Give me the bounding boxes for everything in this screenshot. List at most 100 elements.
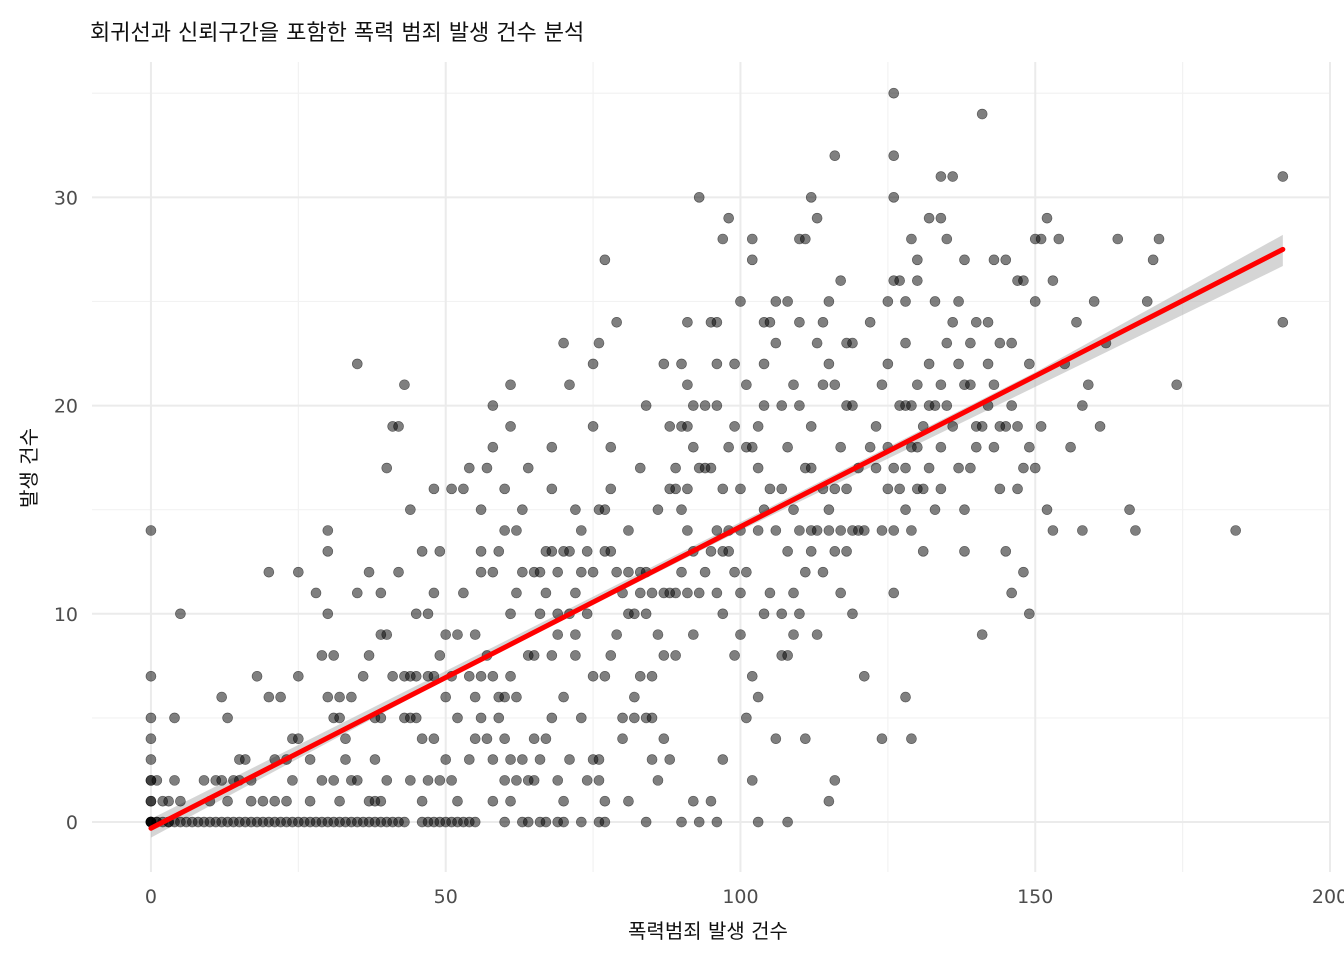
data-point	[640, 608, 652, 620]
data-point	[1141, 296, 1153, 307]
data-point	[145, 525, 157, 536]
data-point	[1012, 483, 1023, 495]
data-point	[912, 254, 923, 266]
data-point	[723, 212, 734, 224]
data-point	[493, 712, 505, 724]
data-point	[935, 483, 947, 495]
data-point	[440, 691, 452, 703]
data-point	[1006, 337, 1017, 349]
data-point	[682, 587, 693, 599]
data-point	[351, 587, 363, 599]
data-point	[858, 525, 870, 536]
data-point	[717, 233, 729, 245]
chart-title: 회귀선과 신뢰구간을 포함한 폭력 범죄 발생 건수 분석	[90, 21, 584, 46]
data-point	[381, 775, 393, 786]
data-point	[782, 296, 793, 307]
data-point	[475, 712, 487, 724]
data-point	[493, 546, 505, 557]
data-point	[676, 504, 687, 515]
data-point	[676, 816, 687, 828]
data-point	[900, 504, 911, 515]
data-point	[540, 587, 552, 599]
data-point	[1077, 400, 1088, 411]
data-point	[794, 316, 805, 328]
data-point	[711, 358, 723, 370]
data-point	[741, 712, 752, 724]
data-point	[1035, 421, 1047, 432]
data-point	[676, 566, 687, 578]
data-point	[947, 316, 959, 328]
data-point	[1024, 608, 1035, 620]
data-point	[1041, 504, 1053, 515]
data-point	[959, 546, 970, 557]
data-point	[811, 212, 823, 224]
data-point	[1277, 171, 1289, 182]
data-point	[735, 629, 746, 640]
data-point	[1000, 421, 1012, 432]
data-point	[522, 462, 534, 474]
data-point	[405, 775, 416, 786]
data-point	[469, 629, 481, 640]
data-point	[363, 566, 375, 578]
data-point	[717, 754, 729, 765]
data-point	[611, 629, 622, 640]
data-point	[876, 733, 888, 745]
data-point	[953, 462, 964, 474]
data-point	[546, 712, 558, 724]
data-point	[334, 795, 345, 807]
data-point	[752, 462, 764, 474]
data-point	[711, 587, 723, 599]
data-point	[340, 754, 351, 765]
data-point	[558, 816, 569, 828]
data-point	[151, 775, 163, 786]
data-point	[351, 358, 363, 370]
data-point	[711, 316, 723, 328]
data-point	[829, 546, 841, 557]
data-point	[145, 733, 157, 745]
data-point	[805, 421, 817, 432]
data-point	[322, 608, 334, 620]
data-point	[576, 566, 587, 578]
data-point	[900, 296, 911, 307]
data-point	[959, 254, 970, 266]
data-point	[888, 525, 900, 536]
data-point	[251, 670, 263, 682]
data-point	[835, 525, 846, 536]
data-point	[145, 795, 157, 807]
data-point	[1029, 462, 1041, 474]
data-point	[823, 504, 835, 515]
data-point	[688, 795, 699, 807]
data-point	[511, 525, 522, 536]
data-point	[487, 795, 499, 807]
data-point	[805, 546, 817, 557]
data-point	[175, 795, 186, 807]
data-point	[788, 587, 799, 599]
data-point	[658, 650, 670, 661]
data-point	[988, 441, 1000, 453]
y-tick-label: 30	[54, 187, 78, 209]
data-point	[982, 358, 994, 370]
data-point	[788, 379, 799, 391]
data-point	[387, 670, 398, 682]
data-point	[505, 421, 516, 432]
data-point	[576, 712, 587, 724]
data-point	[770, 733, 782, 745]
data-point	[829, 150, 841, 162]
data-point	[634, 587, 646, 599]
data-point	[923, 358, 935, 370]
data-point	[505, 795, 516, 807]
data-point	[416, 733, 428, 745]
data-point	[499, 525, 510, 536]
data-point	[605, 546, 617, 557]
data-point	[499, 775, 510, 786]
data-point	[363, 650, 375, 661]
data-point	[293, 670, 304, 682]
data-point	[652, 775, 664, 786]
data-point	[959, 504, 970, 515]
data-point	[552, 566, 564, 578]
data-point	[593, 337, 605, 349]
data-point	[505, 670, 516, 682]
data-point	[458, 587, 469, 599]
data-point	[900, 691, 911, 703]
data-point	[906, 233, 917, 245]
